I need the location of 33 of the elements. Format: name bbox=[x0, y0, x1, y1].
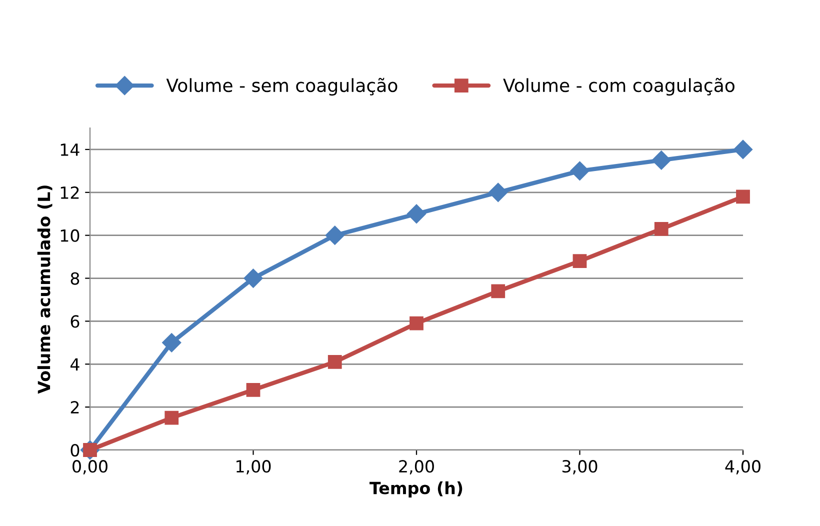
legend-label: Volume - com coagulação bbox=[503, 78, 734, 96]
point bbox=[654, 222, 668, 236]
point bbox=[733, 140, 753, 159]
point bbox=[246, 382, 260, 397]
y-tick-label: 6 bbox=[70, 315, 80, 328]
point bbox=[406, 204, 426, 224]
point bbox=[328, 355, 342, 369]
y-tick-label: 8 bbox=[70, 272, 80, 285]
legend-label: Volume - sem coagulação bbox=[166, 78, 398, 96]
point bbox=[325, 226, 344, 245]
x-tick-label: 2,00 bbox=[399, 460, 434, 474]
y-tick-label: 12 bbox=[60, 186, 79, 199]
point bbox=[652, 150, 671, 170]
y-tick-label: 0 bbox=[70, 444, 80, 457]
y-tick-label: 4 bbox=[70, 358, 80, 370]
point bbox=[488, 182, 508, 202]
y-tick-label: 14 bbox=[60, 144, 80, 156]
x-tick-label: 0,00 bbox=[72, 460, 108, 474]
point bbox=[491, 284, 506, 298]
x-axis-title: Tempo (h) bbox=[370, 481, 462, 498]
x-tick-label: 1,00 bbox=[236, 460, 271, 474]
y-tick-label: 10 bbox=[60, 229, 80, 242]
point bbox=[570, 161, 590, 180]
y-axis-title: Volume acumulado (L) bbox=[37, 186, 52, 394]
x-tick-label: 4,00 bbox=[725, 460, 760, 474]
point bbox=[244, 268, 263, 288]
point bbox=[736, 190, 750, 204]
x-tick-label: 3,00 bbox=[562, 460, 598, 474]
point bbox=[572, 254, 587, 268]
point bbox=[164, 410, 179, 425]
y-tick-label: 2 bbox=[70, 401, 79, 414]
point bbox=[410, 316, 424, 330]
point bbox=[162, 333, 182, 352]
